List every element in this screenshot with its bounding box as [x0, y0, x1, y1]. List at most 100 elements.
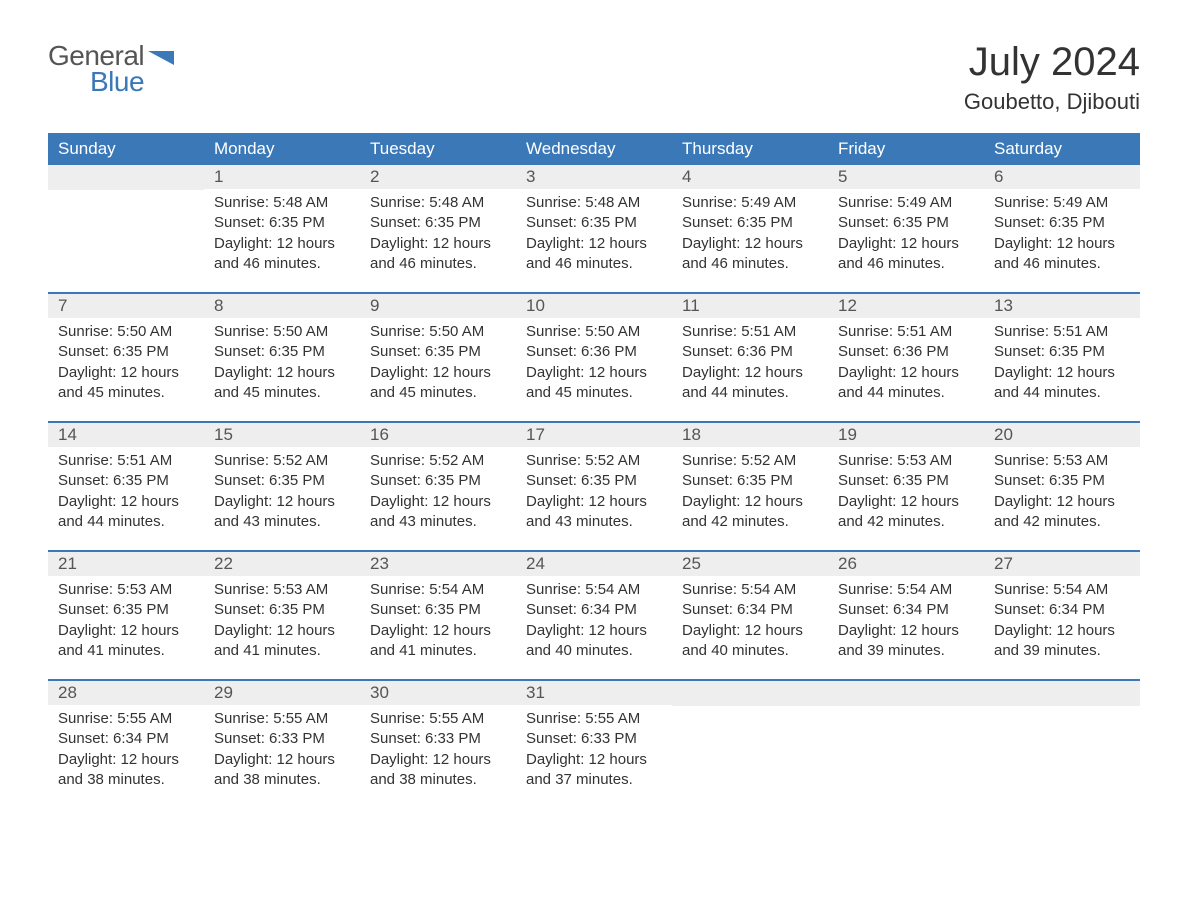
day-content: Sunrise: 5:54 AMSunset: 6:34 PMDaylight:…: [672, 576, 828, 661]
sunset-text: Sunset: 6:35 PM: [370, 600, 506, 620]
day-number: 5: [828, 165, 984, 189]
day-content: Sunrise: 5:52 AMSunset: 6:35 PMDaylight:…: [516, 447, 672, 532]
sunrise-text: Sunrise: 5:53 AM: [214, 580, 350, 600]
sunrise-text: Sunrise: 5:51 AM: [58, 451, 194, 471]
day-content: Sunrise: 5:50 AMSunset: 6:35 PMDaylight:…: [48, 318, 204, 403]
day-number: 20: [984, 423, 1140, 447]
day-number: 27: [984, 552, 1140, 576]
sunset-text: Sunset: 6:34 PM: [838, 600, 974, 620]
day-number: 14: [48, 423, 204, 447]
day-content: Sunrise: 5:49 AMSunset: 6:35 PMDaylight:…: [672, 189, 828, 274]
daylight-text: Daylight: 12 hours and 45 minutes.: [58, 363, 194, 404]
day-content: Sunrise: 5:51 AMSunset: 6:36 PMDaylight:…: [672, 318, 828, 403]
day-content: Sunrise: 5:53 AMSunset: 6:35 PMDaylight:…: [204, 576, 360, 661]
day-cell: 9Sunrise: 5:50 AMSunset: 6:35 PMDaylight…: [360, 293, 516, 422]
day-number: 25: [672, 552, 828, 576]
day-content: Sunrise: 5:48 AMSunset: 6:35 PMDaylight:…: [360, 189, 516, 274]
sunrise-text: Sunrise: 5:50 AM: [58, 322, 194, 342]
day-cell: 21Sunrise: 5:53 AMSunset: 6:35 PMDayligh…: [48, 551, 204, 680]
day-number: 15: [204, 423, 360, 447]
day-content: Sunrise: 5:51 AMSunset: 6:36 PMDaylight:…: [828, 318, 984, 403]
sunrise-text: Sunrise: 5:55 AM: [526, 709, 662, 729]
day-content: Sunrise: 5:52 AMSunset: 6:35 PMDaylight:…: [204, 447, 360, 532]
day-content: Sunrise: 5:50 AMSunset: 6:35 PMDaylight:…: [204, 318, 360, 403]
daylight-text: Daylight: 12 hours and 40 minutes.: [526, 621, 662, 662]
day-number: 23: [360, 552, 516, 576]
sunset-text: Sunset: 6:35 PM: [58, 600, 194, 620]
day-cell: 19Sunrise: 5:53 AMSunset: 6:35 PMDayligh…: [828, 422, 984, 551]
day-number: [828, 681, 984, 706]
sunrise-text: Sunrise: 5:53 AM: [994, 451, 1130, 471]
day-cell: 15Sunrise: 5:52 AMSunset: 6:35 PMDayligh…: [204, 422, 360, 551]
sunrise-text: Sunrise: 5:49 AM: [838, 193, 974, 213]
day-cell: 25Sunrise: 5:54 AMSunset: 6:34 PMDayligh…: [672, 551, 828, 680]
day-cell: 29Sunrise: 5:55 AMSunset: 6:33 PMDayligh…: [204, 680, 360, 808]
day-content: Sunrise: 5:53 AMSunset: 6:35 PMDaylight:…: [48, 576, 204, 661]
day-cell: 22Sunrise: 5:53 AMSunset: 6:35 PMDayligh…: [204, 551, 360, 680]
day-content: Sunrise: 5:51 AMSunset: 6:35 PMDaylight:…: [984, 318, 1140, 403]
day-cell: 27Sunrise: 5:54 AMSunset: 6:34 PMDayligh…: [984, 551, 1140, 680]
day-cell: 16Sunrise: 5:52 AMSunset: 6:35 PMDayligh…: [360, 422, 516, 551]
day-number: 17: [516, 423, 672, 447]
day-cell: 2Sunrise: 5:48 AMSunset: 6:35 PMDaylight…: [360, 165, 516, 293]
sunrise-text: Sunrise: 5:51 AM: [682, 322, 818, 342]
day-number: 6: [984, 165, 1140, 189]
calendar-body: 1Sunrise: 5:48 AMSunset: 6:35 PMDaylight…: [48, 165, 1140, 808]
day-content: Sunrise: 5:54 AMSunset: 6:34 PMDaylight:…: [828, 576, 984, 661]
day-cell: 3Sunrise: 5:48 AMSunset: 6:35 PMDaylight…: [516, 165, 672, 293]
sunrise-text: Sunrise: 5:50 AM: [370, 322, 506, 342]
daylight-text: Daylight: 12 hours and 44 minutes.: [58, 492, 194, 533]
day-content: Sunrise: 5:54 AMSunset: 6:35 PMDaylight:…: [360, 576, 516, 661]
daylight-text: Daylight: 12 hours and 42 minutes.: [682, 492, 818, 533]
sunset-text: Sunset: 6:35 PM: [838, 213, 974, 233]
daylight-text: Daylight: 12 hours and 38 minutes.: [58, 750, 194, 791]
sunset-text: Sunset: 6:35 PM: [58, 342, 194, 362]
day-cell: 20Sunrise: 5:53 AMSunset: 6:35 PMDayligh…: [984, 422, 1140, 551]
sunrise-text: Sunrise: 5:54 AM: [994, 580, 1130, 600]
day-number: 12: [828, 294, 984, 318]
sunrise-text: Sunrise: 5:52 AM: [682, 451, 818, 471]
day-content: Sunrise: 5:50 AMSunset: 6:36 PMDaylight:…: [516, 318, 672, 403]
sunrise-text: Sunrise: 5:48 AM: [526, 193, 662, 213]
day-content: Sunrise: 5:48 AMSunset: 6:35 PMDaylight:…: [516, 189, 672, 274]
daylight-text: Daylight: 12 hours and 40 minutes.: [682, 621, 818, 662]
sunrise-text: Sunrise: 5:54 AM: [838, 580, 974, 600]
day-content: Sunrise: 5:55 AMSunset: 6:33 PMDaylight:…: [360, 705, 516, 790]
daylight-text: Daylight: 12 hours and 38 minutes.: [214, 750, 350, 791]
day-cell: 17Sunrise: 5:52 AMSunset: 6:35 PMDayligh…: [516, 422, 672, 551]
day-cell: 14Sunrise: 5:51 AMSunset: 6:35 PMDayligh…: [48, 422, 204, 551]
day-content: Sunrise: 5:55 AMSunset: 6:33 PMDaylight:…: [516, 705, 672, 790]
sunrise-text: Sunrise: 5:55 AM: [370, 709, 506, 729]
logo: General Blue: [48, 40, 174, 98]
day-content: Sunrise: 5:52 AMSunset: 6:35 PMDaylight:…: [672, 447, 828, 532]
day-content: Sunrise: 5:48 AMSunset: 6:35 PMDaylight:…: [204, 189, 360, 274]
sunset-text: Sunset: 6:34 PM: [58, 729, 194, 749]
day-cell: 11Sunrise: 5:51 AMSunset: 6:36 PMDayligh…: [672, 293, 828, 422]
day-number: 19: [828, 423, 984, 447]
day-content: Sunrise: 5:52 AMSunset: 6:35 PMDaylight:…: [360, 447, 516, 532]
sunrise-text: Sunrise: 5:54 AM: [370, 580, 506, 600]
daylight-text: Daylight: 12 hours and 38 minutes.: [370, 750, 506, 791]
sunrise-text: Sunrise: 5:48 AM: [214, 193, 350, 213]
daylight-text: Daylight: 12 hours and 46 minutes.: [370, 234, 506, 275]
daylight-text: Daylight: 12 hours and 41 minutes.: [214, 621, 350, 662]
day-header: Thursday: [672, 133, 828, 165]
sunset-text: Sunset: 6:35 PM: [214, 471, 350, 491]
sunset-text: Sunset: 6:34 PM: [994, 600, 1130, 620]
day-cell: [984, 680, 1140, 808]
day-cell: 5Sunrise: 5:49 AMSunset: 6:35 PMDaylight…: [828, 165, 984, 293]
day-number: 8: [204, 294, 360, 318]
sunset-text: Sunset: 6:36 PM: [838, 342, 974, 362]
location-label: Goubetto, Djibouti: [964, 89, 1140, 115]
day-header-row: SundayMondayTuesdayWednesdayThursdayFrid…: [48, 133, 1140, 165]
day-number: 30: [360, 681, 516, 705]
day-number: 4: [672, 165, 828, 189]
day-cell: 26Sunrise: 5:54 AMSunset: 6:34 PMDayligh…: [828, 551, 984, 680]
sunrise-text: Sunrise: 5:49 AM: [682, 193, 818, 213]
day-cell: 24Sunrise: 5:54 AMSunset: 6:34 PMDayligh…: [516, 551, 672, 680]
daylight-text: Daylight: 12 hours and 44 minutes.: [682, 363, 818, 404]
sunset-text: Sunset: 6:36 PM: [526, 342, 662, 362]
sunrise-text: Sunrise: 5:51 AM: [838, 322, 974, 342]
sunrise-text: Sunrise: 5:49 AM: [994, 193, 1130, 213]
day-number: 1: [204, 165, 360, 189]
